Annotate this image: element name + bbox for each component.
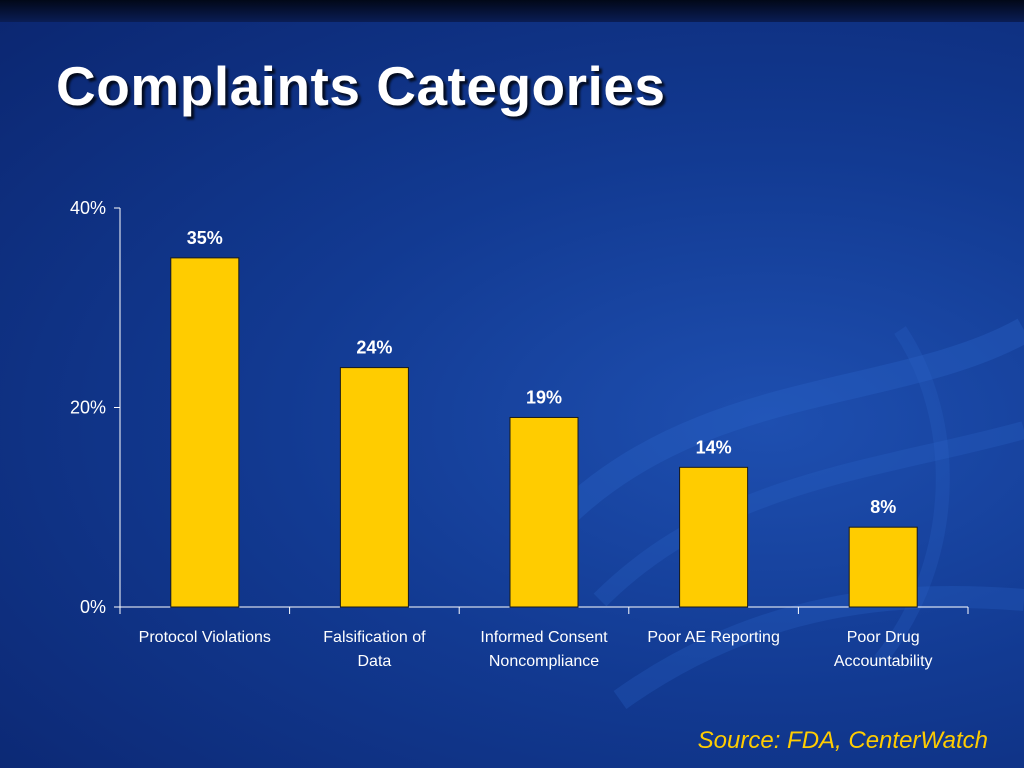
category-label-line: Accountability: [834, 653, 933, 670]
bar: [509, 416, 579, 608]
slide-title: Complaints Categories: [56, 55, 666, 117]
category-label-line: Poor Drug: [847, 629, 920, 646]
data-label: 35%: [187, 228, 223, 248]
category-label: Poor Drug Accountability: [834, 629, 933, 670]
category-label-line: Informed Consent: [480, 629, 608, 646]
data-label: 19%: [526, 387, 562, 407]
category-label: Poor AE Reporting: [647, 629, 780, 646]
bar: [339, 367, 409, 608]
data-label: 14%: [696, 437, 732, 457]
source-note: Source: FDA, CenterWatch: [697, 727, 988, 754]
category-label-line: Noncompliance: [489, 653, 599, 670]
y-tick-label: 40%: [70, 198, 106, 218]
category-label-line: Falsification of: [323, 629, 426, 646]
y-tick-label: 20%: [70, 398, 106, 418]
top-band: [0, 0, 1024, 22]
bar: [679, 466, 749, 608]
data-label: 8%: [870, 497, 896, 517]
category-label: Informed Consent Noncompliance: [480, 629, 608, 670]
category-label-line: Protocol Violations: [139, 629, 271, 646]
category-label-line: Poor AE Reporting: [647, 629, 780, 646]
y-tick-label: 0%: [80, 597, 106, 617]
bar: [848, 526, 918, 608]
category-label: Protocol Violations: [139, 629, 271, 646]
category-label-line: Data: [358, 653, 392, 670]
bar: [170, 257, 240, 608]
data-label: 24%: [356, 338, 392, 358]
category-label: Falsification of Data: [323, 629, 426, 670]
